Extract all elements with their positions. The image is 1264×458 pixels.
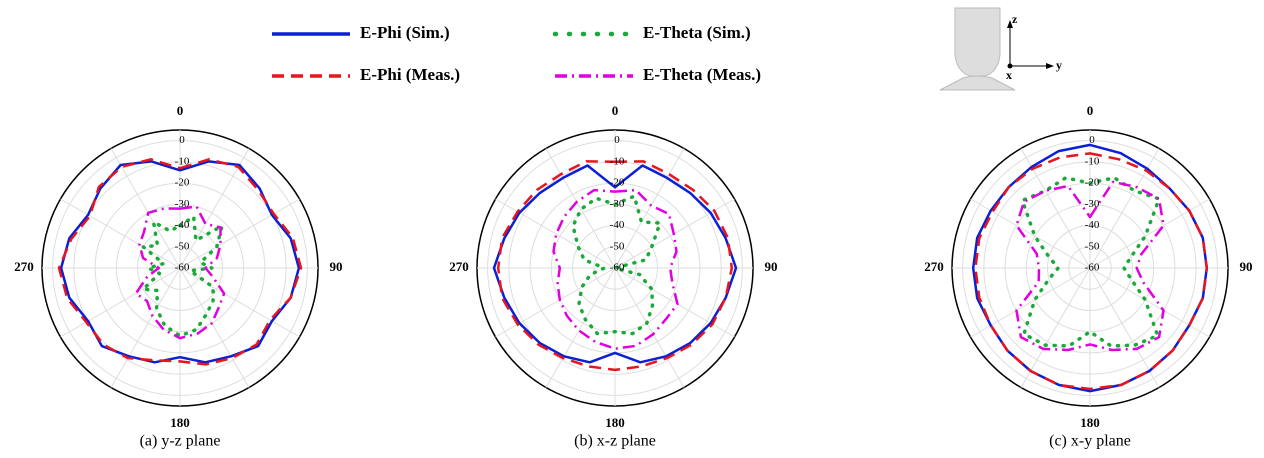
r-tick-label: -50 (1085, 240, 1100, 252)
r-tick-label: -50 (610, 240, 625, 252)
r-tick-label: -40 (175, 219, 190, 231)
r-tick-label: -10 (175, 155, 190, 167)
axis-label: z (1012, 12, 1018, 26)
r-tick-label: -20 (1085, 177, 1100, 189)
theta-tick-label: 180 (605, 415, 625, 430)
legend-label: E-Phi (Meas.) (360, 65, 460, 84)
theta-tick-label: 270 (924, 259, 944, 274)
theta-tick-label: 180 (1080, 415, 1100, 430)
polar-plot: 0 -10 -20 -30 -40 -50 -60 0 90 180 270 (c) x-y plan… (924, 103, 1252, 450)
device-sketch: z y x (940, 8, 1062, 90)
r-tick-label: -60 (1085, 262, 1100, 274)
r-tick-label: -40 (1085, 219, 1100, 231)
axis-label: x (1006, 68, 1012, 82)
theta-tick-label: 90 (1240, 259, 1253, 274)
theta-tick-label: 180 (170, 415, 190, 430)
r-tick-label: -30 (610, 198, 625, 210)
r-tick-label: -20 (610, 177, 625, 189)
r-tick-label: -50 (175, 240, 190, 252)
r-tick-label: 0 (614, 134, 620, 146)
caption: (a) y-z plane (140, 433, 221, 450)
polar-plot: 0 -10 -20 -30 -40 -50 -60 0 90 180 270 (a) y-z plan… (14, 103, 342, 450)
r-tick-label: -60 (175, 262, 190, 274)
theta-tick-label: 270 (14, 259, 34, 274)
r-tick-label: -30 (1085, 198, 1100, 210)
theta-tick-label: 90 (330, 259, 343, 274)
axis-label: y (1056, 58, 1062, 72)
r-tick-label: 0 (1089, 134, 1095, 146)
r-tick-label: 0 (179, 134, 185, 146)
r-tick-label: -10 (1085, 155, 1100, 167)
r-tick-label: -60 (610, 262, 625, 274)
caption: (b) x-z plane (574, 433, 656, 450)
theta-tick-label: 90 (765, 259, 778, 274)
theta-tick-label: 0 (1087, 103, 1094, 118)
theta-tick-label: 0 (177, 103, 184, 118)
r-tick-label: -10 (610, 155, 625, 167)
figure: z y x E-Phi (Sim.) E-Phi (Meas.) E-Theta (… (0, 0, 1264, 458)
r-tick-label: -20 (175, 177, 190, 189)
theta-tick-label: 270 (449, 259, 469, 274)
legend-label: E-Theta (Meas.) (643, 65, 761, 84)
legend-label: E-Theta (Sim.) (643, 23, 751, 42)
theta-tick-label: 0 (612, 103, 619, 118)
r-tick-label: -40 (610, 219, 625, 231)
polar-plot: 0 -10 -20 -30 -40 -50 -60 0 90 180 270 (b) x-z plan… (449, 103, 777, 450)
legend-label: E-Phi (Sim.) (360, 23, 450, 42)
r-tick-label: -30 (175, 198, 190, 210)
caption: (c) x-y plane (1049, 433, 1131, 450)
